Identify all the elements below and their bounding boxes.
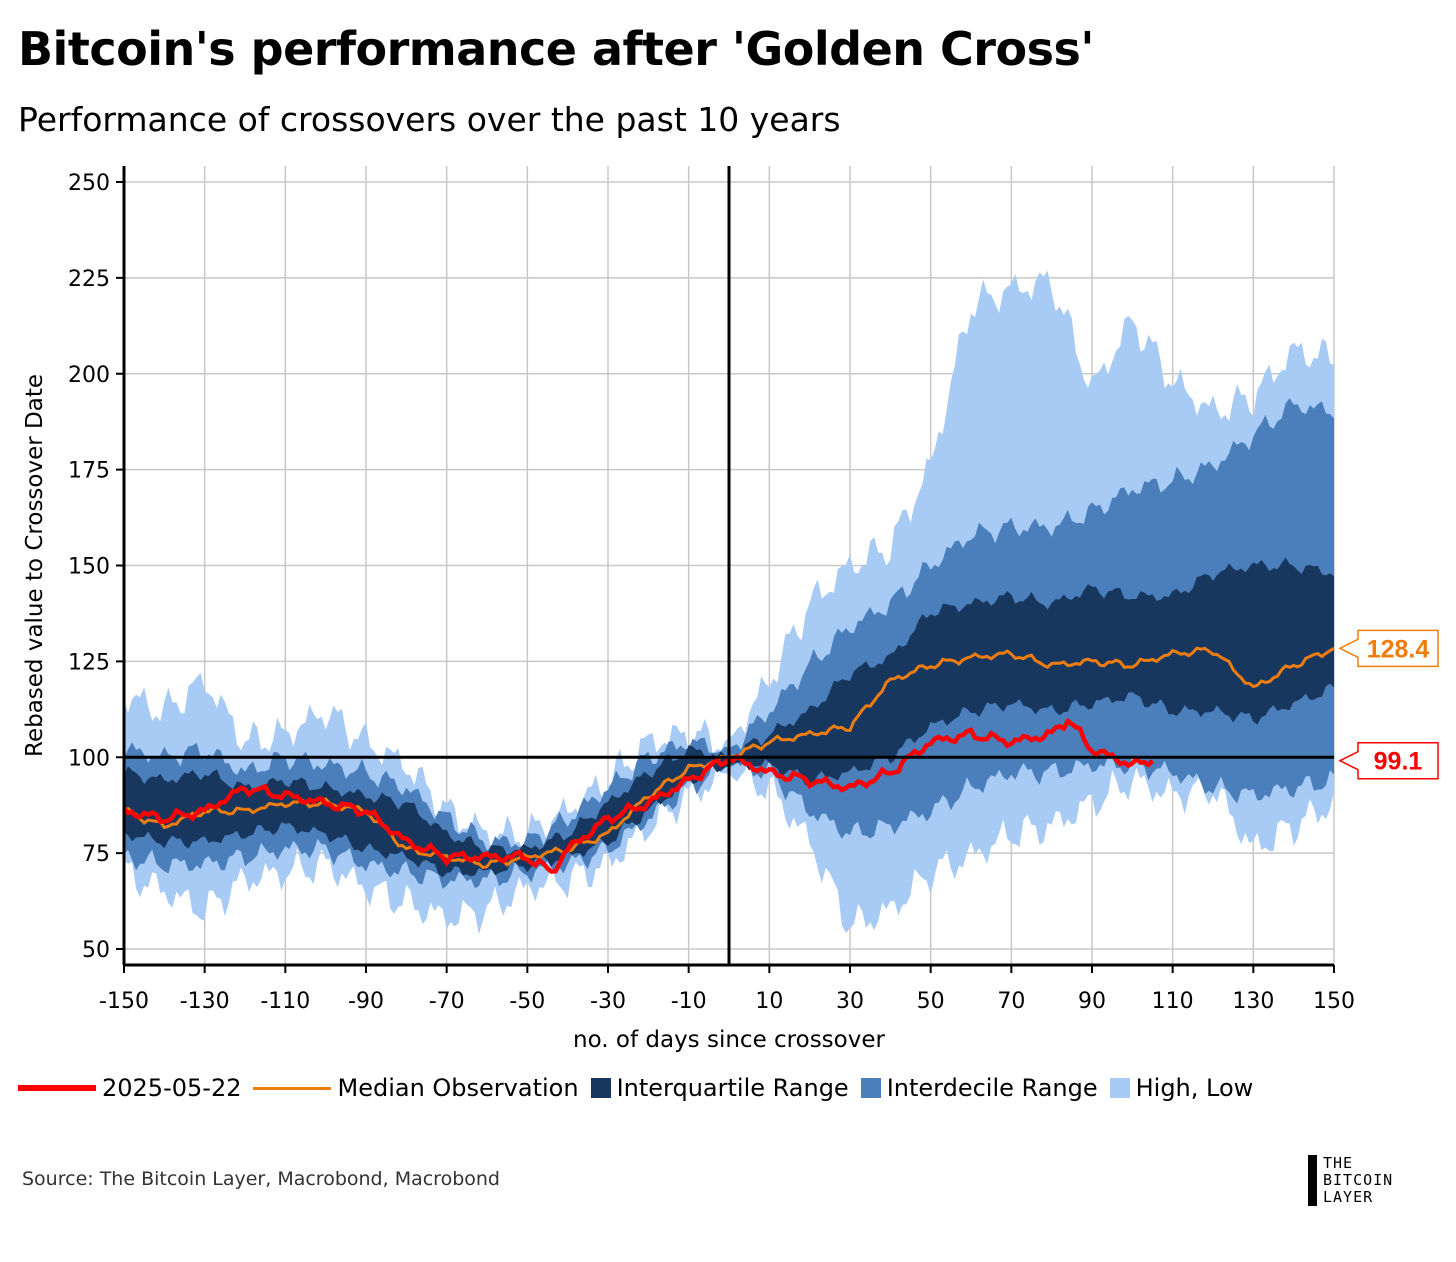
end-label-value: 128.4: [1367, 635, 1430, 663]
x-tick-label: 150: [1313, 989, 1355, 1014]
x-tick-label: 90: [1078, 989, 1106, 1014]
legend-box-swatch: [1109, 1078, 1130, 1098]
bitcoin-layer-logo: THE BITCOIN LAYER: [1308, 1155, 1393, 1206]
x-tick-label: 70: [997, 989, 1025, 1014]
end-value-labels: 128.4 99.1: [1338, 629, 1439, 780]
y-tick-label: 100: [68, 746, 110, 771]
x-tick-label: 130: [1232, 989, 1274, 1014]
x-tick-label: -110: [260, 989, 310, 1014]
legend: 2025-05-22 Median Observation Interquartil…: [18, 1074, 1265, 1102]
logo-bar: [1308, 1155, 1317, 1206]
x-tick-label: -50: [509, 989, 545, 1014]
y-tick-label: 225: [68, 267, 110, 292]
legend-label: High, Low: [1135, 1074, 1254, 1102]
interquartile-band: [124, 557, 1334, 878]
y-tick-label: 75: [82, 842, 110, 867]
legend-label: 2025-05-22: [102, 1074, 242, 1102]
end-label-value: 99.1: [1374, 748, 1423, 776]
x-tick-label: 50: [917, 989, 945, 1014]
logo-line-3: LAYER: [1323, 1188, 1374, 1206]
end-label-box: [1338, 741, 1439, 780]
axes: [116, 166, 1335, 973]
end-label-box: [1338, 629, 1439, 668]
legend-item: Interdecile Range: [860, 1074, 1098, 1102]
chart-subtitle: Performance of crossovers over the past …: [18, 100, 841, 139]
y-tick-label: 50: [82, 938, 110, 963]
x-tick-label: -130: [180, 989, 230, 1014]
legend-item: 2025-05-22: [18, 1074, 241, 1102]
x-tick-label: -90: [348, 989, 384, 1014]
y-tick-label: 150: [68, 555, 110, 580]
range-bands: [124, 270, 1334, 935]
y-tick-label: 200: [68, 363, 110, 388]
y-tick-label: 250: [68, 171, 110, 196]
x-tick-label: 110: [1152, 989, 1194, 1014]
y-axis-label: Rebased value to Crossover Date: [22, 374, 48, 757]
legend-item: High, Low: [1109, 1074, 1254, 1102]
x-tick-label: 10: [755, 989, 783, 1014]
legend-box-swatch: [590, 1078, 611, 1098]
legend-line-swatch: [253, 1086, 332, 1090]
logo-line-2: BITCOIN: [1323, 1171, 1394, 1189]
series-2025-05-22-line: [122, 717, 1155, 874]
logo-line-1: THE: [1323, 1154, 1354, 1172]
x-tick-label: -30: [590, 989, 626, 1014]
chart-title: Bitcoin's performance after 'Golden Cros…: [18, 22, 1094, 76]
source-note: Source: The Bitcoin Layer, Macrobond, Ma…: [22, 1168, 500, 1190]
tick-labels: -150 -130 -110 -90 -70 -50 -30 -10 10 30 50 70 90 110…: [68, 171, 1355, 1014]
y-tick-label: 175: [68, 459, 110, 484]
interdecile-band: [124, 398, 1334, 889]
x-axis-label: no. of days since crossover: [573, 1027, 885, 1053]
x-tick-label: -70: [429, 989, 465, 1014]
x-tick-label: -150: [99, 989, 149, 1014]
legend-label: Median Observation: [337, 1074, 579, 1102]
legend-line-swatch: [18, 1085, 96, 1091]
legend-label: Interquartile Range: [616, 1074, 849, 1102]
legend-item: Interquartile Range: [590, 1074, 849, 1102]
y-tick-label: 125: [68, 650, 110, 675]
legend-label: Interdecile Range: [886, 1074, 1098, 1102]
legend-item: Median Observation: [253, 1074, 579, 1102]
x-tick-label: 30: [836, 989, 864, 1014]
legend-box-swatch: [860, 1078, 881, 1098]
x-tick-label: -10: [671, 989, 707, 1014]
